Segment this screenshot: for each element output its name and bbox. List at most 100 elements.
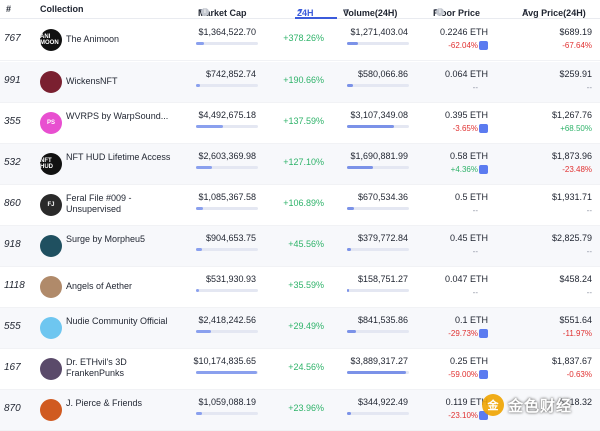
floor-change: +4.36% <box>450 165 478 174</box>
change-24h: +137.59% <box>283 116 324 126</box>
avg-change: -67.64% <box>562 41 592 50</box>
change-24h: +127.10% <box>283 157 324 167</box>
info-icon: i <box>201 8 209 16</box>
chart-icon[interactable] <box>479 124 488 133</box>
market-cap-bar <box>196 207 258 210</box>
market-cap-value: $2,603,369.98 <box>198 151 256 161</box>
volume-bar <box>347 412 409 415</box>
volume-value: $1,271,403.04 <box>350 27 408 37</box>
rank: 870 <box>4 403 21 414</box>
market-cap-bar <box>196 166 258 169</box>
chart-icon[interactable] <box>479 329 488 338</box>
sort-arrow-icon: ▼ <box>297 8 304 15</box>
table-row[interactable]: 860 FJ Feral File #009 - Unsupervised $1,08… <box>0 185 600 226</box>
volume-bar <box>347 371 409 374</box>
floor-change: -62.04% <box>448 41 478 50</box>
market-cap-bar <box>196 84 258 87</box>
market-cap-value: $531,930.93 <box>205 274 256 284</box>
market-cap-value: $4,492,675.18 <box>198 110 256 120</box>
avg-price: $689.19 <box>559 27 592 37</box>
floor-price: 0.5 ETH <box>454 192 488 202</box>
rank: 355 <box>4 116 21 127</box>
market-cap-bar <box>196 289 258 292</box>
avg-price: $418.32 <box>559 397 592 407</box>
market-cap-value: $1,059,088.19 <box>198 397 256 407</box>
collection-name[interactable]: Nudie Community Official <box>66 316 168 326</box>
collection-name[interactable]: NFT HUD Lifetime Access <box>66 152 171 162</box>
floor-change: -- <box>472 83 478 92</box>
collection-avatar[interactable] <box>40 399 62 421</box>
collection-name[interactable]: The Animoon <box>66 34 120 44</box>
collection-name[interactable]: Feral File #009 - Unsupervised <box>66 193 132 214</box>
collection-avatar[interactable] <box>40 358 62 380</box>
collection-avatar[interactable]: ANI MOON <box>40 29 62 51</box>
volume-value: $841,535.86 <box>357 315 408 325</box>
floor-price: 0.119 ETH <box>445 397 488 407</box>
watermark: 金 金色财经 <box>482 390 600 420</box>
avg-change: -- <box>586 206 592 215</box>
table-row[interactable]: 767 ANI MOON The Animoon $1,364,522.70 +378.… <box>0 20 600 61</box>
chart-icon[interactable] <box>479 411 488 420</box>
volume-value: $3,889,317.27 <box>350 356 408 366</box>
chart-icon[interactable] <box>479 165 488 174</box>
change-24h: +45.56% <box>288 239 324 249</box>
market-cap-bar <box>196 371 258 374</box>
watermark-text: 金色财经 <box>508 397 573 415</box>
sort-arrow-icon: ▼ <box>522 8 529 15</box>
volume-value: $379,772.84 <box>357 233 408 243</box>
floor-price: 0.395 ETH <box>444 110 488 120</box>
volume-bar <box>347 248 409 251</box>
market-cap-bar <box>196 125 258 128</box>
floor-price: 0.2246 ETH <box>439 27 488 37</box>
floor-price: 0.45 ETH <box>449 233 488 243</box>
collection-name[interactable]: Dr. ETHvil's 3D FrankenPunks <box>66 357 127 378</box>
market-cap-value: $10,174,835.65 <box>193 356 256 366</box>
rank: 167 <box>4 362 21 373</box>
table-row[interactable]: 991 WickensNFT $742,852.74 +190.66% $580,066… <box>0 62 600 103</box>
avg-price: $1,931.71 <box>551 192 592 202</box>
collection-name[interactable]: Surge by Morpheu5 <box>66 234 146 244</box>
collection-avatar[interactable] <box>40 71 62 93</box>
volume-bar <box>347 166 409 169</box>
volume-bar <box>347 125 409 128</box>
info-icon: i <box>436 8 444 16</box>
floor-price: 0.1 ETH <box>454 315 488 325</box>
avg-change: +68.50% <box>560 124 592 133</box>
market-cap-value: $742,852.74 <box>205 69 256 79</box>
change-24h: +378.26% <box>283 33 324 43</box>
market-cap-bar <box>196 42 258 45</box>
table-row[interactable]: 918 Surge by Morpheu5 $904,653.75 +45.56% $3… <box>0 226 600 267</box>
floor-price: 0.064 ETH <box>444 69 488 79</box>
volume-bar <box>347 330 409 333</box>
collection-avatar[interactable]: FJ <box>40 194 62 216</box>
avg-change: -- <box>586 288 592 297</box>
collection-avatar[interactable]: NFT HUD <box>40 153 62 175</box>
chart-icon[interactable] <box>479 370 488 379</box>
market-cap-bar <box>196 330 258 333</box>
avg-price: $1,873.96 <box>551 151 592 161</box>
collection-avatar[interactable] <box>40 276 62 298</box>
floor-change: -- <box>472 247 478 256</box>
chart-icon[interactable] <box>479 41 488 50</box>
rank: 1118 <box>4 280 25 291</box>
market-cap-bar <box>196 412 258 415</box>
table-row[interactable]: 555 Nudie Community Official $2,418,242.56… <box>0 308 600 349</box>
table-row[interactable]: 167 Dr. ETHvil's 3D FrankenPunks $10,174,8… <box>0 349 600 390</box>
collection-name[interactable]: Angels of Aether <box>66 281 133 291</box>
rank: 918 <box>4 239 21 250</box>
collection-avatar[interactable] <box>40 317 62 339</box>
avg-change: -23.48% <box>562 165 592 174</box>
table-row[interactable]: 1118 Angels of Aether $531,930.93 +35.59% $1… <box>0 267 600 308</box>
table-row[interactable]: 532 NFT HUD NFT HUD Lifetime Access $2,603,… <box>0 144 600 185</box>
avg-price: $2,825.79 <box>551 233 592 243</box>
collection-name[interactable]: J. Pierce & Friends <box>66 398 143 408</box>
floor-change: -29.73% <box>448 329 478 338</box>
market-cap-value: $2,418,242.56 <box>198 315 256 325</box>
active-sort-indicator <box>295 17 337 19</box>
table-row[interactable]: 355 PS WVRPS by WarpSound... $4,492,675.18 +… <box>0 103 600 144</box>
collection-avatar[interactable]: PS <box>40 112 62 134</box>
collection-name[interactable]: WVRPS by WarpSound... <box>66 111 169 121</box>
collection-avatar[interactable] <box>40 235 62 257</box>
watermark-logo-icon: 金 <box>482 394 504 416</box>
collection-name[interactable]: WickensNFT <box>66 76 118 86</box>
